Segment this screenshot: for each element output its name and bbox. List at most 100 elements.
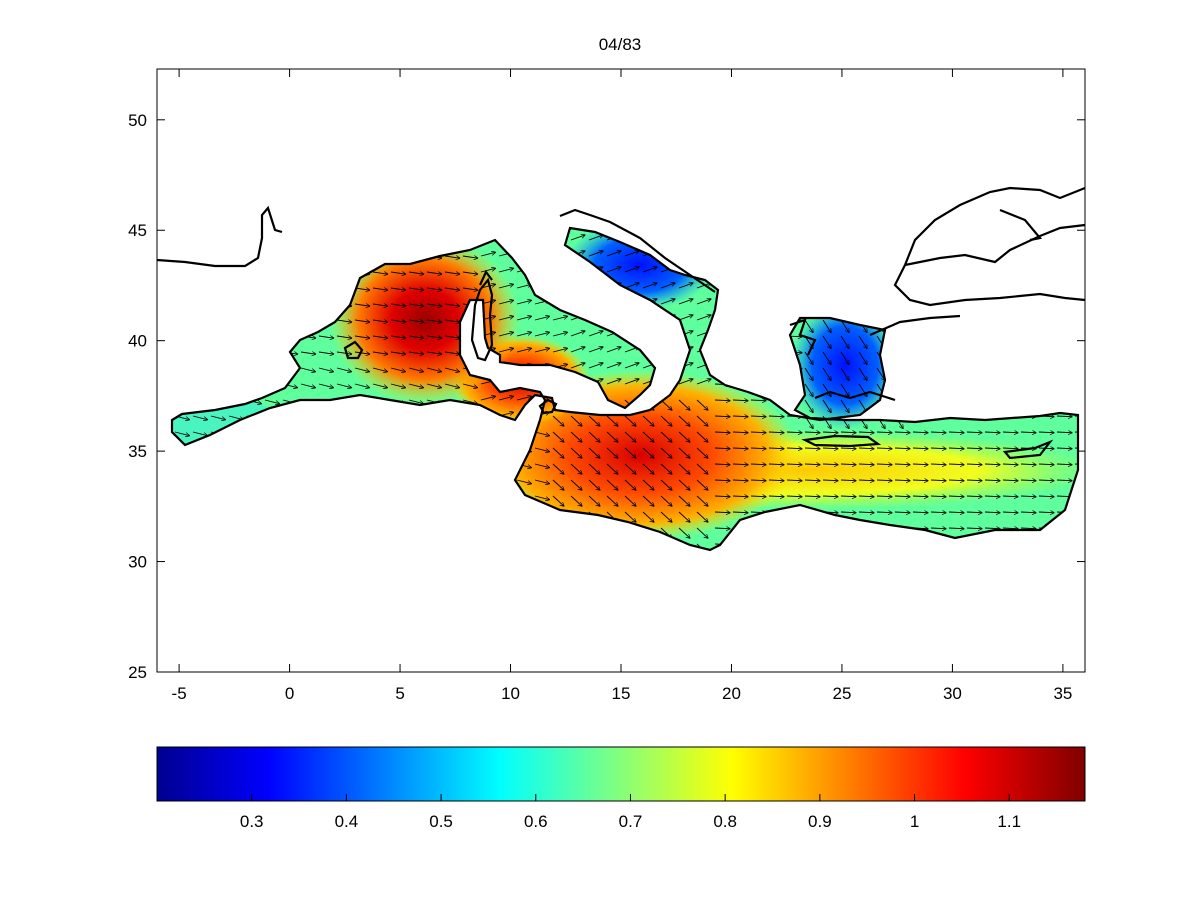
wind-arrow (408, 383, 424, 388)
wind-arrow (1038, 464, 1054, 465)
wind-arrow (678, 379, 693, 385)
wind-arrow (768, 464, 784, 465)
wind-arrow (750, 496, 766, 497)
wind-arrow (516, 316, 532, 321)
wind-arrow (462, 288, 478, 290)
wind-arrow (876, 496, 892, 497)
y-tick-label: 30 (128, 553, 147, 572)
wind-arrow (912, 496, 928, 497)
wind-arrow (858, 448, 874, 449)
wind-arrow (354, 352, 370, 354)
wind-arrow (426, 367, 442, 372)
wind-arrow (1056, 448, 1072, 449)
wind-arrow (1056, 416, 1072, 417)
wind-arrow (822, 319, 831, 333)
wind-arrow (534, 463, 550, 468)
wind-arrow (552, 463, 564, 474)
wind-arrow (372, 288, 388, 290)
wind-arrow (804, 399, 813, 413)
wind-arrow (894, 448, 910, 449)
x-tick-label: 20 (722, 684, 741, 703)
wind-arrow (678, 415, 690, 426)
wind-arrow (840, 383, 849, 397)
wind-arrow (552, 316, 568, 321)
wind-arrow (912, 432, 928, 433)
wind-arrow (462, 256, 478, 258)
wind-arrow (390, 383, 406, 388)
figure-title: 04/83 (599, 35, 642, 54)
wind-arrow (588, 235, 603, 241)
wind-arrow (678, 511, 690, 522)
wind-arrow (642, 495, 654, 506)
wind-arrow (372, 336, 388, 338)
wind-arrow (732, 448, 748, 449)
wind-arrow (660, 431, 672, 442)
colorbar-tick-label: 0.6 (524, 812, 548, 831)
wind-arrow (1020, 496, 1036, 497)
wind-arrow (696, 399, 708, 410)
wind-arrow (696, 479, 708, 490)
wind-arrow (984, 480, 1000, 481)
wind-arrow (552, 332, 568, 337)
wind-arrow (534, 447, 550, 452)
wind-arrow (732, 512, 748, 513)
wind-arrow (678, 447, 690, 458)
wind-arrow (696, 299, 711, 305)
wind-arrow (606, 447, 618, 458)
wind-arrow (732, 464, 748, 465)
wind-arrow (1020, 480, 1036, 481)
wind-arrow (480, 268, 496, 273)
wind-arrow (1038, 496, 1054, 497)
wind-arrow (1038, 512, 1054, 513)
wind-arrow (606, 495, 618, 506)
wind-arrow (1020, 464, 1036, 465)
wind-arrow (552, 348, 568, 353)
wind-arrow (804, 480, 820, 481)
wind-arrow (696, 527, 708, 538)
wind-arrow (984, 464, 1000, 465)
wind-arrow (336, 383, 352, 388)
wind-arrow (552, 495, 564, 506)
wind-arrow (876, 480, 892, 481)
wind-arrow (408, 272, 424, 274)
wind-arrow (552, 479, 564, 490)
wind-arrow (912, 448, 928, 449)
colorbar-tick-label: 0.8 (713, 812, 737, 831)
wind-arrow (408, 336, 424, 338)
wind-arrow (1002, 480, 1018, 481)
wind-arrow (966, 432, 982, 433)
wind-arrow (660, 479, 672, 490)
wind-arrow (174, 431, 190, 436)
wind-arrow (858, 464, 874, 465)
wind-arrow (642, 447, 654, 458)
wind-arrow (300, 383, 316, 388)
wind-arrow (588, 363, 603, 369)
wind-arrow (570, 363, 585, 369)
wind-arrow (840, 319, 849, 333)
wind-arrow (336, 336, 352, 338)
wind-arrow (588, 251, 603, 257)
wind-arrow (516, 332, 532, 337)
wind-arrow (858, 351, 867, 365)
wind-arrow (444, 336, 460, 338)
wind-arrow (426, 272, 442, 274)
wind-arrow (642, 479, 654, 490)
x-tick-label: 30 (943, 684, 962, 703)
colorbar-tick-label: 0.9 (808, 812, 832, 831)
wind-arrow (714, 528, 730, 529)
wind-arrow (786, 432, 802, 433)
wind-arrow (606, 379, 621, 385)
wind-arrow (552, 431, 564, 442)
wind-arrow (624, 363, 639, 369)
wind-arrow (966, 448, 982, 449)
wind-arrow (426, 352, 442, 354)
wind-arrow (624, 251, 639, 257)
colorbar-tick-label: 0.4 (335, 812, 359, 831)
wind-arrow (858, 335, 867, 349)
wind-arrow (300, 367, 316, 372)
wind-arrow (678, 431, 690, 442)
wind-arrow (696, 447, 708, 458)
wind-arrow (696, 415, 708, 426)
wind-arrow (660, 299, 675, 305)
